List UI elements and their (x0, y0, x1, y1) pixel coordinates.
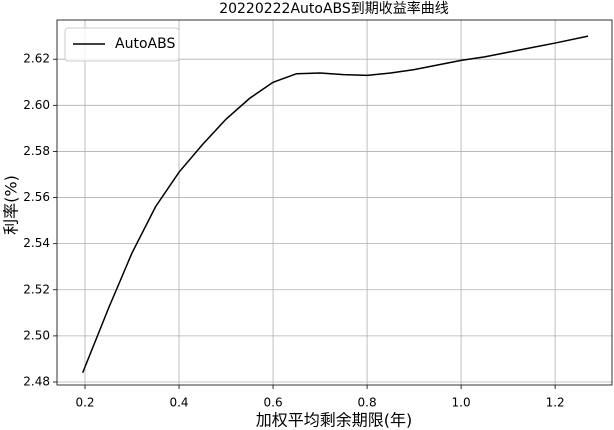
y-tick-label: 2.62 (23, 52, 50, 66)
y-tick-label: 2.50 (23, 328, 50, 342)
x-tick-label: 0.4 (169, 396, 188, 410)
x-axis-label: 加权平均剩余期限(年) (256, 411, 413, 430)
x-tick-label: 0.6 (264, 396, 283, 410)
y-tick-label: 2.60 (23, 98, 50, 112)
x-tick-label: 0.8 (358, 396, 377, 410)
y-tick-label: 2.54 (23, 236, 50, 250)
chart-title: 20220222AutoABS到期收益率曲线 (219, 0, 449, 17)
y-axis-label: 利率(%) (2, 175, 21, 235)
x-tick-label: 1.2 (546, 396, 565, 410)
y-tick-label: 2.56 (23, 190, 50, 204)
y-tick-label: 2.52 (23, 282, 50, 296)
legend-label: AutoABS (115, 36, 175, 52)
line-series (81, 35, 589, 374)
y-tick-label: 2.58 (23, 144, 50, 158)
legend-box (64, 27, 180, 62)
y-tick-label: 2.48 (23, 375, 50, 389)
x-tick-label: 1.0 (452, 396, 471, 410)
plot-frame (56, 19, 613, 386)
x-tick-label: 0.2 (75, 396, 94, 410)
